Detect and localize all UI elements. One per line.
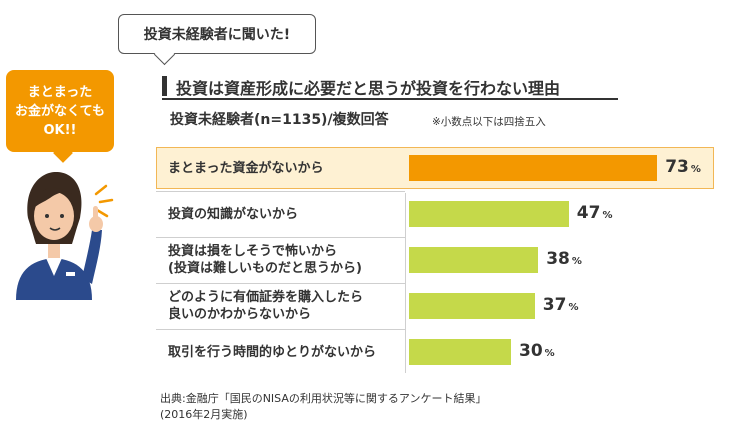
bar <box>409 201 569 227</box>
category-label-line: 投資の知識がないから <box>168 206 299 222</box>
data-label: 47% <box>577 203 613 223</box>
chart-title-bar: 投資は資産形成に必要だと思うが投資を行わない理由 <box>162 74 618 100</box>
row-divider <box>156 191 405 192</box>
row-divider <box>156 329 405 330</box>
category-label-line: (投資は難しいものだと思うから) <box>168 261 362 276</box>
category-label-line: まとまった資金がないから <box>168 160 324 176</box>
category-label: まとまった資金がないから <box>168 160 398 177</box>
data-label-value: 73 <box>665 157 689 177</box>
bar <box>409 339 511 365</box>
speech-bubble-left: まとまった お金がなくても OK!! <box>6 70 114 152</box>
bar <box>409 293 535 319</box>
data-label: 37% <box>543 295 579 315</box>
source-line-1: 出典:金融庁「国民のNISAの利用状況等に関するアンケート結果」 <box>160 392 487 405</box>
bar <box>409 247 539 273</box>
speech-bubble-top: 投資未経験者に聞いた! <box>118 14 316 54</box>
data-label-value: 38 <box>546 249 570 269</box>
chart-title: 投資は資産形成に必要だと思うが投資を行わない理由 <box>176 79 561 98</box>
row-divider <box>156 283 405 284</box>
data-label: 38% <box>546 249 582 269</box>
speech-bubble-top-text: 投資未経験者に聞いた! <box>143 27 291 43</box>
data-label-unit: % <box>690 164 701 175</box>
data-label-unit: % <box>544 348 555 359</box>
source-note: 出典:金融庁「国民のNISAの利用状況等に関するアンケート結果」 (2016年2… <box>160 391 486 423</box>
bubble-line-2: お金がなくても <box>15 104 105 119</box>
data-label-value: 47 <box>576 203 601 223</box>
bar-chart: まとまった資金がないから 73% 投資の知識がないから 47% 投資は損をしそうで怖いか… <box>156 147 716 377</box>
category-label: 投資の知識がないから <box>168 206 398 223</box>
row-divider <box>156 237 405 238</box>
data-label-unit: % <box>602 210 613 221</box>
category-label: 取引を行う時間的ゆとりがないから <box>168 344 398 361</box>
data-label: 73% <box>665 157 701 177</box>
bubble-line-3: OK!! <box>43 123 77 138</box>
data-label-unit: % <box>571 256 582 267</box>
chart-note: ※小数点以下は四捨五入 <box>432 116 546 128</box>
axis-line <box>405 193 406 373</box>
category-label-line: どのように有価証券を購入したら <box>168 290 364 305</box>
person-illustration-icon <box>16 172 114 300</box>
bar <box>409 155 658 181</box>
data-label: 30% <box>519 341 555 361</box>
category-label: 投資は損をしそうで怖いから (投資は難しいものだと思うから) <box>168 243 398 277</box>
chart-subtitle: 投資未経験者(n=1135)/複数回答 <box>170 112 389 128</box>
category-label-line: 取引を行う時間的ゆとりがないから <box>168 344 377 360</box>
category-label-line: 投資は損をしそうで怖いから <box>168 244 338 259</box>
category-label: どのように有価証券を購入したら 良いのかわからないから <box>168 289 398 323</box>
bubble-line-1: まとまった <box>27 85 93 100</box>
category-label-line: 良いのかわからないから <box>168 307 312 322</box>
data-label-unit: % <box>568 302 579 313</box>
data-label-value: 37 <box>542 295 567 315</box>
data-label-value: 30 <box>519 341 543 361</box>
title-mark <box>162 76 167 96</box>
source-line-2: (2016年2月実施) <box>160 408 248 421</box>
